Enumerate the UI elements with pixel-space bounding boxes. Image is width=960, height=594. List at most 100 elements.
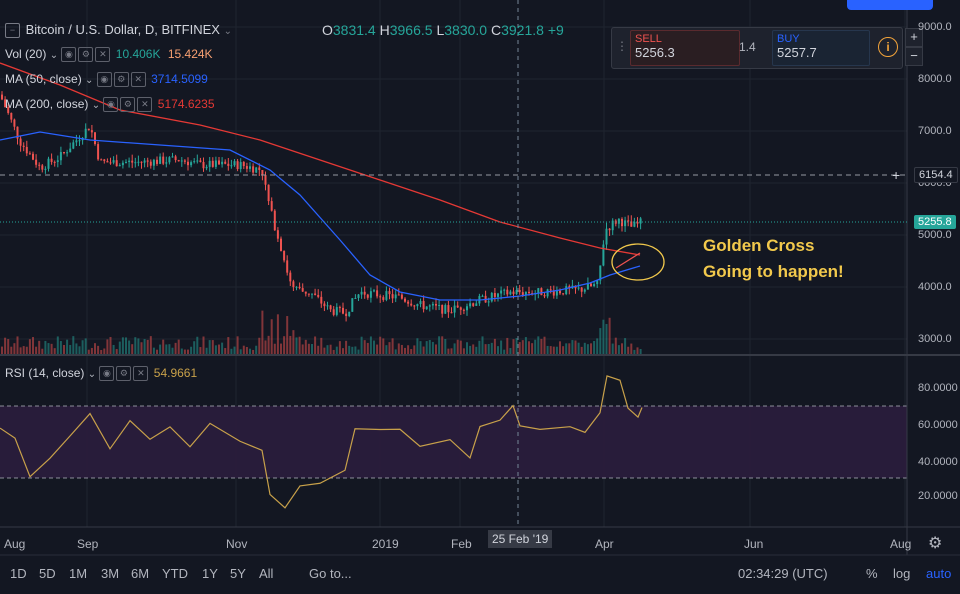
gear-icon[interactable]: ⚙ bbox=[78, 47, 94, 63]
eye-icon[interactable]: ◉ bbox=[96, 72, 112, 88]
volume-bar bbox=[4, 337, 7, 354]
volume-bar bbox=[16, 336, 19, 354]
gear-icon[interactable]: ⚙ bbox=[113, 72, 129, 88]
chevron-down-icon[interactable]: ⌄ bbox=[87, 369, 97, 380]
volume-bar bbox=[264, 340, 267, 354]
volume-bar bbox=[583, 342, 586, 354]
volume-bar bbox=[171, 347, 174, 354]
ma50-value: 3714.5099 bbox=[151, 72, 208, 86]
volume-bar bbox=[143, 339, 146, 354]
candle-body bbox=[115, 160, 118, 167]
annotation-line-1[interactable]: Golden Cross bbox=[703, 236, 815, 255]
volume-bar bbox=[506, 337, 509, 354]
range-button-all[interactable]: All bbox=[259, 566, 274, 581]
candle-body bbox=[267, 184, 270, 202]
chevron-down-icon[interactable]: ⌄ bbox=[223, 26, 232, 37]
volume-bar bbox=[115, 349, 118, 354]
eye-icon[interactable]: ◉ bbox=[103, 97, 119, 113]
vol-value-2: 15.424K bbox=[167, 47, 213, 61]
volume-bar bbox=[128, 340, 131, 354]
sell-button[interactable]: SELL 5256.3 bbox=[630, 30, 740, 66]
ma50-legend[interactable]: MA (50, close) ⌄ ◉ ⚙ ✕ 3714.5099 bbox=[5, 72, 208, 88]
candle-body bbox=[332, 309, 335, 315]
gear-icon[interactable]: ⚙ bbox=[120, 97, 136, 113]
volume-bar bbox=[112, 344, 115, 354]
eye-icon[interactable]: ◉ bbox=[61, 47, 77, 63]
range-button-6m[interactable]: 6M bbox=[131, 566, 150, 581]
volume-bar bbox=[69, 344, 72, 354]
info-icon[interactable]: i bbox=[878, 37, 898, 57]
chevron-down-icon[interactable]: ⌄ bbox=[49, 50, 59, 61]
goto-button[interactable]: Go to... bbox=[309, 566, 352, 581]
chevron-down-icon[interactable]: ⌄ bbox=[91, 100, 101, 111]
symbol-title[interactable]: Bitcoin / U.S. Dollar, D, BITFINEX bbox=[25, 22, 220, 37]
candle-body bbox=[621, 218, 623, 227]
percent-toggle[interactable]: % bbox=[866, 566, 878, 581]
candle-body bbox=[438, 305, 441, 307]
volume-bar bbox=[183, 349, 186, 354]
volume-bar bbox=[400, 344, 403, 354]
volume-bar bbox=[7, 339, 10, 354]
collapse-icon[interactable]: − bbox=[5, 23, 20, 39]
candle-body bbox=[125, 161, 127, 163]
candle-body bbox=[462, 309, 465, 311]
volume-bar bbox=[56, 336, 59, 354]
volume-bar bbox=[593, 340, 596, 354]
ma200-legend[interactable]: MA (200, close) ⌄ ◉ ⚙ ✕ 5174.6235 bbox=[5, 97, 215, 113]
top-right-button[interactable] bbox=[847, 0, 933, 10]
volume-bar bbox=[159, 344, 162, 354]
range-button-5y[interactable]: 5Y bbox=[230, 566, 246, 581]
change-value: +9 bbox=[547, 22, 564, 38]
close-icon[interactable]: ✕ bbox=[95, 47, 111, 63]
range-button-5d[interactable]: 5D bbox=[39, 566, 56, 581]
annotation-arrow[interactable] bbox=[615, 252, 641, 269]
hline-plus-icon[interactable]: + bbox=[892, 167, 901, 183]
auto-toggle[interactable]: auto bbox=[926, 566, 952, 581]
close-value: 3921.8 bbox=[501, 22, 544, 38]
range-button-ytd[interactable]: YTD bbox=[162, 566, 188, 581]
candle-body bbox=[202, 161, 205, 169]
range-button-1d[interactable]: 1D bbox=[10, 566, 27, 581]
candle-body bbox=[528, 291, 530, 294]
candle-body bbox=[171, 156, 174, 158]
close-icon[interactable]: ✕ bbox=[137, 97, 153, 113]
panel-plus-button[interactable]: + bbox=[905, 28, 923, 47]
candle-body bbox=[552, 290, 555, 296]
candle-body bbox=[143, 160, 146, 163]
candle-body bbox=[94, 132, 96, 145]
volume-bar bbox=[590, 343, 592, 354]
gear-icon[interactable]: ⚙ bbox=[116, 366, 132, 382]
candle-body bbox=[19, 138, 22, 146]
candle-body bbox=[208, 160, 211, 167]
settings-gear-icon[interactable]: ⚙ bbox=[928, 535, 943, 552]
volume-bar bbox=[187, 349, 189, 354]
chevron-down-icon[interactable]: ⌄ bbox=[85, 75, 94, 86]
candle-body bbox=[509, 291, 512, 295]
low-value: 3830.0 bbox=[444, 22, 488, 38]
eye-icon[interactable]: ◉ bbox=[99, 366, 115, 382]
golden-cross-ellipse[interactable] bbox=[611, 243, 665, 281]
buy-button[interactable]: BUY 5257.7 bbox=[772, 30, 870, 66]
volume-bar bbox=[218, 344, 220, 354]
volume-bar bbox=[125, 337, 127, 354]
range-button-1m[interactable]: 1M bbox=[69, 566, 88, 581]
volume-bar bbox=[580, 346, 583, 354]
rsi-legend[interactable]: RSI (14, close) ⌄ ◉ ⚙ ✕ 54.9661 bbox=[5, 366, 197, 382]
volume-bar bbox=[586, 344, 589, 354]
annotation-line-2[interactable]: Going to happen! bbox=[703, 262, 844, 281]
close-icon[interactable]: ✕ bbox=[133, 366, 149, 382]
candle-body bbox=[627, 220, 630, 222]
close-icon[interactable]: ✕ bbox=[130, 72, 146, 88]
clock-time: 02:34:29 (UTC) bbox=[738, 566, 828, 581]
panel-minus-button[interactable]: − bbox=[905, 47, 923, 66]
volume-bar bbox=[543, 336, 546, 354]
volume-bar bbox=[577, 342, 580, 354]
candle-body bbox=[425, 306, 428, 310]
ma50-line bbox=[0, 131, 641, 301]
ma200-value: 5174.6235 bbox=[157, 97, 215, 111]
range-button-3m[interactable]: 3M bbox=[101, 566, 120, 581]
log-toggle[interactable]: log bbox=[893, 566, 911, 581]
vol-legend[interactable]: Vol (20) ⌄ ◉ ⚙ ✕ 10.406K 15.424K bbox=[5, 47, 213, 63]
range-button-1y[interactable]: 1Y bbox=[202, 566, 218, 581]
